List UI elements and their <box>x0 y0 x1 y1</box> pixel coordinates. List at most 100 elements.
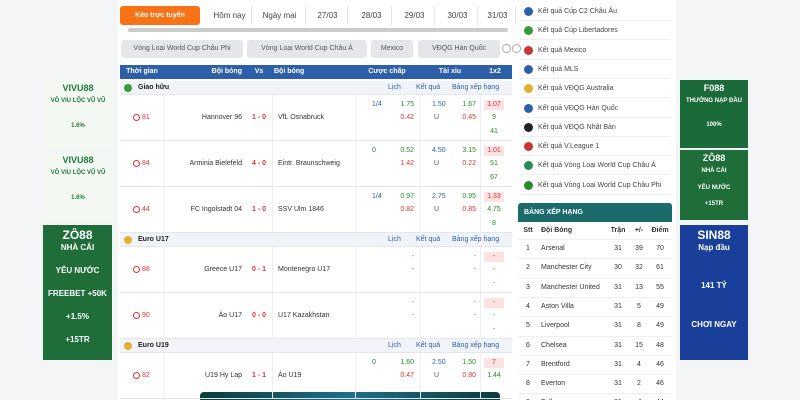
section-link[interactable]: Bảng xếp hạng <box>452 342 500 349</box>
league-tab[interactable]: Mexico <box>371 40 413 58</box>
standings-row <box>518 239 672 258</box>
ou-line: 4.50 <box>432 147 446 154</box>
col-divider <box>272 95 273 141</box>
sidebar-link[interactable]: Kết quả Cúp C2 Châu Âu <box>538 8 617 15</box>
section-link[interactable]: Lịch <box>388 236 401 243</box>
ou-under: U <box>434 372 440 379</box>
standings-cell: 31 <box>614 245 622 252</box>
home-team: Arminia Bielefeld <box>189 160 242 167</box>
section-link[interactable]: Kết quả <box>416 342 441 349</box>
standings-cell: 2 <box>526 264 530 272</box>
ou-under: U <box>434 114 440 121</box>
header-cell: Thời gian <box>126 68 158 75</box>
ou-bottom: 0.85 <box>462 206 476 213</box>
sidebar-link[interactable]: Kết quả VĐQG Australia <box>538 85 614 93</box>
standings-cell: 8 <box>526 380 530 388</box>
sidebar-link[interactable]: Kết quả VĐQG Hàn Quốc <box>538 104 619 112</box>
match-time: 84 <box>142 160 150 167</box>
ad-banner[interactable]: F088 THƯỞNG NẠP ĐẦU 100% <box>680 80 748 148</box>
day-tab[interactable]: Hôm nay <box>208 6 252 25</box>
col-divider <box>480 293 481 339</box>
ad-text: VÔ VIU LỘC VŨ VŨ <box>50 170 106 176</box>
ad-banner[interactable]: ZÔ88 NHÀ CÁI YÊU NƯỚC FREEBET +50K +1.5% +15T… <box>43 225 112 360</box>
match-row <box>120 247 512 293</box>
standings-cell: 6 <box>526 341 530 349</box>
ad-brand: VIVU88 <box>62 83 94 93</box>
sidebar-link[interactable]: Kết quả VĐQG Nhật Bản <box>538 123 616 131</box>
sidebar-link[interactable]: Kết quả Cúp Libertadores <box>538 27 618 35</box>
sidebar-link[interactable]: Kết quả MLS <box>538 65 579 73</box>
section-link[interactable]: Kết quả <box>416 84 441 91</box>
match-time: 90 <box>142 312 150 319</box>
sidebar-icon <box>524 64 533 74</box>
hcp-top: 1.60 <box>400 359 414 366</box>
ad-banner[interactable]: VIVU88 VÔ VIU LỘC VŨ VŨ 1.6% <box>43 152 113 222</box>
standings-cell: 2 <box>637 380 641 388</box>
sidebar-icon <box>524 103 533 113</box>
standings-cell: Arsenal <box>541 245 565 252</box>
ad-banner[interactable]: VIVU88 VÔ VIU LỘC VŨ VŨ 1.6% <box>43 80 113 150</box>
day-tab[interactable]: 31/03 <box>480 6 516 25</box>
standings-cell: 4 <box>637 360 641 368</box>
section-link[interactable]: Lịch <box>388 342 401 349</box>
home-team: Hannover 96 <box>201 114 242 121</box>
league-tab[interactable]: Vòng Loại World Cup Châu Phi <box>121 40 243 58</box>
ou-line: 2.50 <box>432 359 446 366</box>
ad-text: +15TR <box>704 201 724 208</box>
ad-text: +1.5% <box>66 312 89 321</box>
ad-banner[interactable]: SIN88 Nạp đầu 141 TỶ CHƠI NGAY <box>680 225 748 360</box>
col-divider <box>480 187 481 233</box>
ad-banner[interactable]: ZÔ88 NHÀ CÁI YÊU NƯỚC +15TR <box>680 150 748 220</box>
section-link[interactable]: Bảng xếp hạng <box>452 236 500 243</box>
standings-cell: 31 <box>608 393 628 400</box>
ou-top: 3.15 <box>462 147 476 154</box>
col-divider <box>355 247 356 293</box>
standings-cell: 15 <box>635 341 643 349</box>
match-row <box>120 293 512 339</box>
standings-cell: Manchester City <box>541 264 592 272</box>
sidebar-link[interactable]: Kết quả Mexico <box>538 46 587 54</box>
league-tab[interactable]: VĐQG Hàn Quốc <box>418 40 500 58</box>
day-tab[interactable]: 30/03 <box>438 6 478 25</box>
x12-odd: 1.07 <box>484 100 504 110</box>
sidebar-link[interactable]: Kết quả V.League 1 <box>538 143 600 151</box>
hcp-line: 1/4 <box>372 101 382 108</box>
section-link[interactable]: Kết quả <box>416 236 441 243</box>
x12-odd: - <box>492 312 496 319</box>
section-link[interactable]: Lịch <box>388 84 401 91</box>
day-tab[interactable]: 27/03 <box>308 6 348 25</box>
match-time: 81 <box>142 114 150 121</box>
standings-cell: 13 <box>635 283 643 291</box>
sidebar-divider <box>520 155 670 157</box>
away-team: Montenegro U17 <box>278 266 331 273</box>
sidebar-link[interactable]: Kết quả Vòng Loại World Cup Châu Phi <box>538 181 662 189</box>
x12-odd: 1.44 <box>487 372 501 379</box>
away-team: Eintr. Braunschweig <box>278 160 340 167</box>
sidebar-link[interactable]: Kết quả Vòng Loại World Cup Châu Á <box>538 162 656 170</box>
x12-odd: - <box>492 326 496 333</box>
day-tab[interactable]: Ngày mai <box>254 6 306 25</box>
hcp-bottom: 0.47 <box>400 372 414 379</box>
live-tab[interactable]: Kèo trực tuyến <box>120 6 200 25</box>
hcp-line: 0 <box>372 359 376 366</box>
day-tab[interactable]: 29/03 <box>395 6 435 25</box>
standings-cell: 31 <box>614 380 622 388</box>
score: 1 - 0 <box>251 206 266 213</box>
col-divider <box>272 187 273 233</box>
standings-cell: 31 <box>614 283 622 291</box>
section-link[interactable]: Bảng xếp hạng <box>452 84 500 91</box>
ad-text: FREEBET +50K <box>48 289 107 298</box>
score: 4 - 0 <box>251 160 266 167</box>
league-arrow[interactable] <box>512 44 521 53</box>
sidebar-icon <box>524 142 533 152</box>
standings-cell: 55 <box>656 283 664 291</box>
day-tab[interactable]: 28/03 <box>352 6 392 25</box>
league-tab[interactable]: Vòng Loại World Cup Châu Á <box>247 40 367 58</box>
standings-cell: 5 <box>637 302 641 310</box>
col-divider <box>163 353 164 399</box>
league-arrow[interactable] <box>502 44 511 53</box>
ou-under: U <box>434 206 440 213</box>
right-panel <box>516 0 676 400</box>
standings-cell: 31 <box>614 302 622 310</box>
sidebar-icon <box>524 180 533 190</box>
